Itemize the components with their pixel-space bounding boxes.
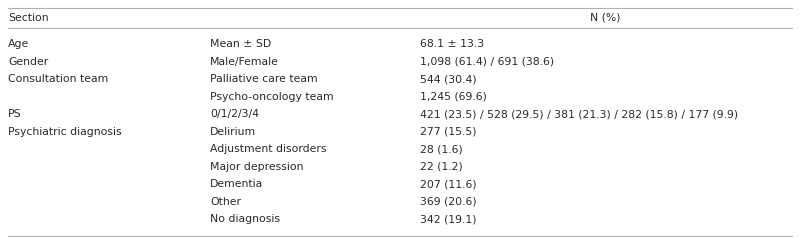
Text: 68.1 ± 13.3: 68.1 ± 13.3 [420,39,484,49]
Text: No diagnosis: No diagnosis [210,214,280,224]
Text: Gender: Gender [8,57,48,67]
Text: 22 (1.2): 22 (1.2) [420,162,462,172]
Text: 342 (19.1): 342 (19.1) [420,214,477,224]
Text: Section: Section [8,13,49,23]
Text: 544 (30.4): 544 (30.4) [420,74,477,84]
Text: Psychiatric diagnosis: Psychiatric diagnosis [8,127,122,137]
Text: PS: PS [8,109,22,119]
Text: Male/Female: Male/Female [210,57,279,67]
Text: Palliative care team: Palliative care team [210,74,318,84]
Text: 0/1/2/3/4: 0/1/2/3/4 [210,109,259,119]
Text: 207 (11.6): 207 (11.6) [420,179,477,189]
Text: 369 (20.6): 369 (20.6) [420,197,477,207]
Text: 28 (1.6): 28 (1.6) [420,144,462,154]
Text: Major depression: Major depression [210,162,303,172]
Text: Age: Age [8,39,30,49]
Text: N (%): N (%) [590,13,621,23]
Text: Psycho-oncology team: Psycho-oncology team [210,92,334,102]
Text: 1,098 (61.4) / 691 (38.6): 1,098 (61.4) / 691 (38.6) [420,57,554,67]
Text: Dementia: Dementia [210,179,263,189]
Text: Consultation team: Consultation team [8,74,108,84]
Text: Mean ± SD: Mean ± SD [210,39,271,49]
Text: 1,245 (69.6): 1,245 (69.6) [420,92,487,102]
Text: Adjustment disorders: Adjustment disorders [210,144,326,154]
Text: Other: Other [210,197,241,207]
Text: Delirium: Delirium [210,127,256,137]
Text: 421 (23.5) / 528 (29.5) / 381 (21.3) / 282 (15.8) / 177 (9.9): 421 (23.5) / 528 (29.5) / 381 (21.3) / 2… [420,109,738,119]
Text: 277 (15.5): 277 (15.5) [420,127,477,137]
